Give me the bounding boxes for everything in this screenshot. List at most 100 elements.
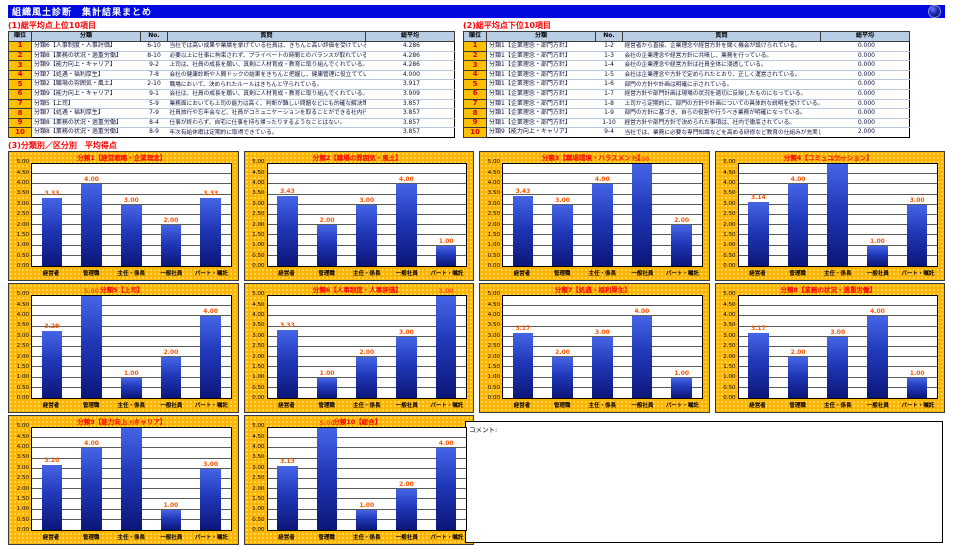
x-category-label: パート・嘱託 [665, 402, 699, 409]
y-tick-label: 1.00 [16, 374, 29, 381]
y-tick-label: 0.00 [252, 262, 265, 269]
y-tick-label: 0.00 [252, 526, 265, 533]
category-cell: 分類1【企業理念・部門方針】 [486, 117, 596, 128]
question-cell: 当社では、業務に必要な専門知識などを高める研修など教育の仕組みが充実している。 [622, 127, 821, 138]
bar [160, 509, 182, 530]
y-tick-label: 1.00 [252, 374, 265, 381]
bar-value-label: 3.17 [750, 325, 766, 333]
y-tick-label: 5.00 [487, 291, 500, 298]
bar-slot: 3.43 [503, 164, 543, 266]
plot: 3.13 5.00 1.00 2.00 4.00 [266, 420, 467, 531]
bar-value-label: 5.00 [830, 155, 846, 163]
x-category-label: 経営者 [42, 534, 60, 541]
y-tick-label: 1.00 [487, 374, 500, 381]
bar-slot: 3.20 [32, 428, 72, 530]
category-cell: 分類1【企業理念・部門方針】 [486, 98, 596, 109]
y-tick-label: 4.00 [16, 444, 29, 451]
no-cell: 7-8 [140, 69, 168, 80]
rank-cell: 2 [463, 50, 487, 62]
y-tick-label: 5.00 [723, 159, 736, 166]
y-tick-label: 0.00 [16, 262, 29, 269]
y-tick-label: 5.00 [723, 291, 736, 298]
y-tick-label: 0.50 [252, 384, 265, 391]
x-category-label: 主任・係長 [117, 534, 145, 541]
rank-cell: 5 [8, 79, 32, 90]
bar [787, 184, 809, 266]
bar [200, 316, 221, 398]
question-cell: 業務面においても上司の能力は高く、判断が難しい問題などにも的確な解決策を提示して… [167, 98, 366, 109]
bar [748, 333, 769, 398]
avg-cell: 3.857 [365, 98, 455, 109]
bar-slot: 4.00 [72, 428, 112, 530]
chart-title: 分類6【人事制度・人事評価】 [312, 285, 402, 294]
bar-slot: 4.00 [72, 164, 112, 266]
y-tick-label: 0.50 [252, 252, 265, 259]
bar-slot: 4.00 [387, 164, 427, 266]
bar-value-label: 1.00 [359, 501, 375, 509]
y-axis: 5.00 4.50 4.00 3.50 3.00 2.50 2.00 1.50 1.00 0.50… [12, 424, 31, 533]
gridline [32, 335, 231, 337]
top10-table: 順位 分類 No. 質問 総平均 1 分類6【人事制度・人事評価】 6-10 当社では高い成果や… [8, 31, 455, 138]
avg-cell: 4.286 [365, 50, 455, 61]
x-category-label: 経営者 [749, 402, 766, 409]
y-tick-label: 0.00 [16, 526, 29, 533]
table-row: 4 分類1【企業理念・部門方針】 1-5 会社は企業理念や方針で定められたとおり、正し… [463, 69, 910, 81]
comment-box[interactable]: コメント: [465, 420, 943, 543]
bar [160, 357, 182, 398]
y-tick-label: 2.00 [16, 221, 29, 228]
chart-title: 分類10【総合】 [333, 417, 382, 426]
nav-sphere-icon[interactable] [928, 5, 941, 18]
category-cell: 分類1【企業理念・部門方針】 [486, 69, 596, 80]
question-cell: 部門の方針に基づき、自らの役割や行うべき業務が明確になっている。 [622, 108, 821, 119]
x-axis: 経営者 管理職 主任・係長 一般社員 パート・嘱託 [738, 399, 939, 410]
bar [41, 464, 63, 530]
y-tick-label: 3.50 [252, 190, 265, 197]
bar-slot: 3.17 [739, 296, 779, 398]
bars: 3.20 4.00 5.00 1.00 3.00 [32, 420, 231, 530]
y-tick-label: 2.00 [252, 353, 265, 360]
table-row: 1 分類1【企業理念・部門方針】 1-2 経営者から直接、企業理念や経営方針を聞く機会… [463, 41, 910, 52]
y-axis: 5.00 4.50 4.00 3.50 3.00 2.50 2.00 1.50 1.00 0.50… [483, 292, 502, 401]
gridline [267, 325, 466, 327]
chart-10: 分類10【総合】 5.00 4.50 4.00 3.50 3.00 2.50 2.00 1.50… [243, 414, 474, 545]
top10-section: (1)総平均点上位10項目 順位 分類 No. 質問 総平均 1 分類6【人事制度・人事評価… [8, 18, 455, 138]
x-category-label: 管理職 [82, 402, 100, 409]
bar-value-label: 5.00 [84, 287, 99, 295]
no-cell: 8-4 [140, 117, 168, 128]
gridline [32, 173, 231, 175]
chart-title: 分類7【処遇・福利厚生】 [554, 285, 631, 294]
gridline [738, 335, 937, 337]
y-tick-label: 5.00 [252, 423, 265, 430]
x-category-label: パート・嘱託 [194, 402, 228, 409]
gridline [267, 437, 466, 439]
bar [512, 195, 534, 266]
rank-cell: 8 [463, 108, 487, 119]
chart-plot-area: 5.00 4.50 4.00 3.50 3.00 2.50 2.00 1.50 1.00 0.50… [719, 291, 938, 400]
bar-slot: 5.00 [426, 288, 466, 398]
bar-slot: 4.00 [582, 164, 622, 266]
bar-value-label: 4.00 [634, 308, 650, 316]
bar-value-label: 2.00 [359, 349, 375, 357]
gridline [267, 457, 466, 459]
x-category-label: 管理職 [82, 270, 100, 277]
x-category-label: 経営者 [513, 402, 531, 409]
y-axis: 5.00 4.50 4.00 3.50 3.00 2.50 2.00 1.50 1.00 0.50… [248, 160, 267, 269]
y-tick-label: 1.50 [487, 363, 500, 370]
gridline [267, 498, 466, 500]
y-tick-label: 2.50 [487, 211, 500, 218]
col-header: 分類 [31, 31, 141, 42]
x-axis: 経営者 管理職 主任・係長 一般社員 パート・嘱託 [31, 531, 232, 542]
y-tick-label: 2.00 [252, 221, 265, 228]
rank-cell: 4 [463, 69, 487, 81]
y-tick-label: 2.50 [252, 211, 265, 218]
x-category-label: 経営者 [278, 270, 295, 277]
x-axis: 経営者 管理職 主任・係長 一般社員 パート・嘱託 [31, 267, 232, 278]
y-tick-label: 5.00 [16, 159, 29, 166]
y-tick-label: 3.00 [252, 332, 265, 339]
y-tick-label: 1.50 [723, 363, 736, 370]
bars: 3.43 3.00 4.00 5.00 2.00 [503, 156, 702, 266]
bar-slot: 1.00 [897, 296, 937, 398]
y-tick-label: 2.00 [252, 485, 265, 492]
x-category-label: 管理職 [789, 270, 806, 277]
x-category-label: 管理職 [318, 534, 335, 541]
